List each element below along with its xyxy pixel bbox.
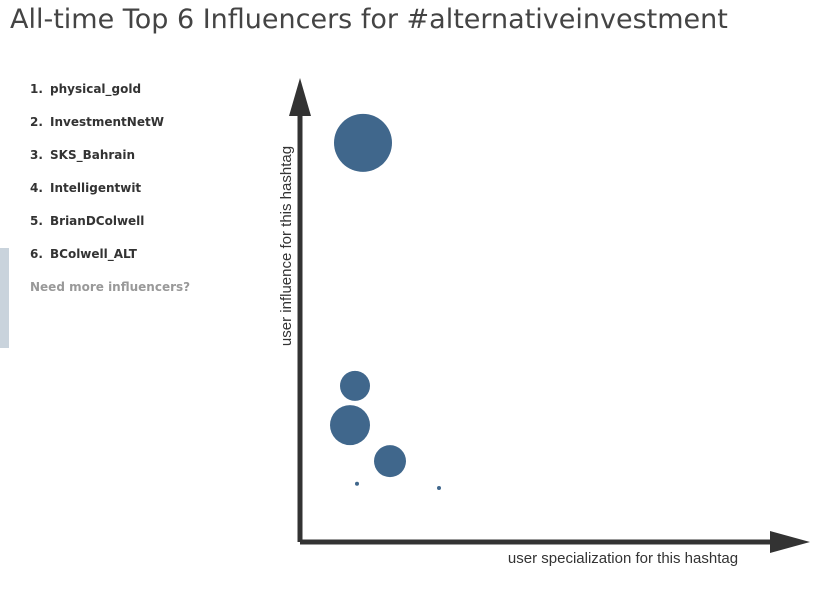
bubble	[334, 113, 392, 172]
rank: 4.	[30, 181, 43, 195]
rank: 1.	[30, 82, 43, 96]
more-link[interactable]: Need more influencers?	[30, 280, 191, 294]
rank: 3.	[30, 148, 43, 162]
bubble	[437, 485, 441, 490]
y-axis-label: user influence for this hashtag	[278, 146, 295, 346]
influencer-item[interactable]: 2. InvestmentNetW	[30, 115, 164, 129]
page-title: All-time Top 6 Influencers for #alternat…	[10, 4, 728, 35]
rank: 6.	[30, 247, 43, 261]
side-tab	[0, 248, 9, 348]
bubble	[355, 481, 359, 486]
bubble	[374, 445, 406, 478]
y-arrow	[289, 78, 311, 116]
influencer-name: Intelligentwit	[50, 181, 142, 195]
x-arrow	[770, 531, 810, 553]
rank: 2.	[30, 115, 43, 129]
influencer-name: SKS_Bahrain	[50, 148, 136, 162]
rank: 5.	[30, 214, 43, 228]
influencer-item[interactable]: 3. SKS_Bahrain	[30, 148, 135, 162]
influencer-name: InvestmentNetW	[50, 115, 164, 129]
influencer-name: BColwell_ALT	[50, 247, 137, 261]
influencer-item[interactable]: 5. BrianDColwell	[30, 214, 144, 228]
x-axis-label: user specialization for this hashtag	[508, 550, 738, 567]
bubble	[340, 370, 370, 401]
influencer-name: BrianDColwell	[50, 214, 145, 228]
influencer-name: physical_gold	[50, 82, 142, 96]
influencer-item[interactable]: 4. Intelligentwit	[30, 181, 141, 195]
influencer-item[interactable]: 6. BColwell_ALT	[30, 247, 137, 261]
bubble	[330, 405, 370, 446]
influencer-item[interactable]: 1. physical_gold	[30, 82, 141, 96]
